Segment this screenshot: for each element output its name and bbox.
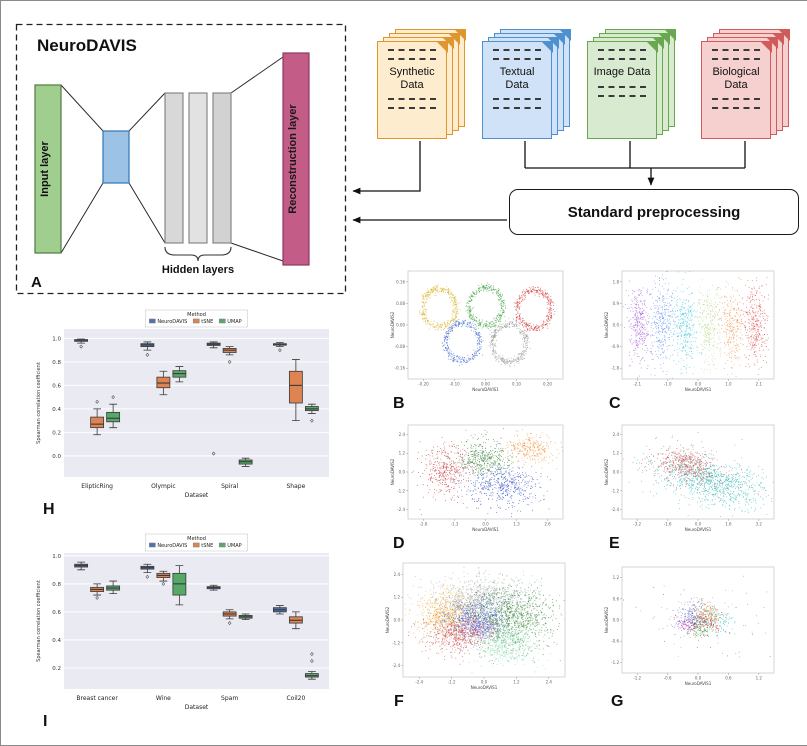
scatter-panel-G: [603, 563, 778, 687]
hidden-layer-blocks: [164, 92, 232, 244]
scatter-canvas-G: [603, 563, 778, 687]
dashed-text-line: [712, 107, 760, 110]
scatter-panel-D: [389, 421, 567, 533]
panel-label-I: I: [43, 713, 48, 730]
scatter-canvas-E: [603, 421, 778, 533]
data-stack-image: Image Data: [587, 28, 677, 143]
hidden-layers-label: Hidden layers: [162, 264, 234, 276]
panel-label-F: F: [394, 693, 404, 710]
dashed-text-line: [712, 49, 760, 51]
dashed-text-line: [598, 94, 646, 97]
panel-label-C: C: [609, 395, 621, 412]
panel-label-E: E: [609, 535, 620, 552]
scatter-canvas-D: [389, 421, 567, 533]
data-source-label: Synthetic Data: [389, 66, 435, 91]
data-stack-synthetic: Synthetic Data: [377, 28, 467, 143]
boxplot-canvas-H: [34, 309, 334, 501]
reconstruction-layer-label: Reconstruction layer: [287, 104, 299, 214]
scatter-panel-F: [384, 559, 569, 691]
boxplot-panel-H: [34, 309, 334, 501]
reconstruction-layer-block: [282, 52, 310, 266]
boxplot-canvas-I: [34, 533, 334, 713]
scatter-panel-C: [603, 267, 778, 393]
scatter-canvas-B: [389, 267, 567, 393]
bottleneck-block: [102, 130, 130, 184]
neurodavis-title: NeuroDAVIS: [37, 36, 137, 55]
input-layer-label: Input layer: [39, 140, 51, 196]
hidden-layers-brace: [164, 246, 232, 262]
document-sheet-front: Textual Data: [482, 40, 553, 139]
data-source-label: Image Data: [593, 66, 651, 78]
panel-label-H: H: [43, 501, 55, 518]
panel-label-A: A: [31, 274, 42, 291]
dashed-text-line: [388, 58, 436, 60]
dashed-text-line: [598, 49, 646, 51]
scatter-canvas-F: [384, 559, 569, 691]
document-sheet-front: Biological Data: [701, 40, 772, 139]
dashed-text-line: [493, 107, 541, 110]
document-sheet-front: Synthetic Data: [377, 40, 448, 139]
architecture-diagram: NeuroDAVIS Input layer Hidden layers Rec…: [15, 23, 347, 295]
dashed-text-line: [493, 98, 541, 101]
dashed-text-line: [598, 58, 646, 60]
scatter-panel-E: [603, 421, 778, 533]
dashed-text-line: [712, 98, 760, 101]
dashed-text-line: [388, 98, 436, 101]
dashed-text-line: [388, 107, 436, 110]
network-connectors: [60, 56, 284, 262]
scatter-canvas-C: [603, 267, 778, 393]
panel-label-B: B: [393, 395, 405, 412]
dashed-text-line: [388, 49, 436, 51]
preprocessing-box: Standard preprocessing: [509, 189, 799, 235]
dashed-text-line: [712, 58, 760, 60]
data-stack-textual: Textual Data: [482, 28, 572, 143]
data-source-label: Biological Data: [712, 66, 760, 91]
data-source-label: Textual Data: [499, 66, 535, 91]
dashed-text-line: [493, 49, 541, 51]
scatter-panel-B: [389, 267, 567, 393]
data-stack-biological: Biological Data: [701, 28, 791, 143]
boxplot-panel-I: [34, 533, 334, 713]
dashed-text-line: [598, 85, 646, 88]
dashed-text-line: [493, 58, 541, 60]
panel-a-dashed-border: [15, 23, 347, 295]
document-sheet-front: Image Data: [587, 40, 658, 139]
panel-label-G: G: [611, 693, 624, 710]
panel-label-D: D: [393, 535, 405, 552]
input-layer-block: [34, 84, 62, 254]
arrow-synthetic-to-model: [352, 141, 421, 195]
